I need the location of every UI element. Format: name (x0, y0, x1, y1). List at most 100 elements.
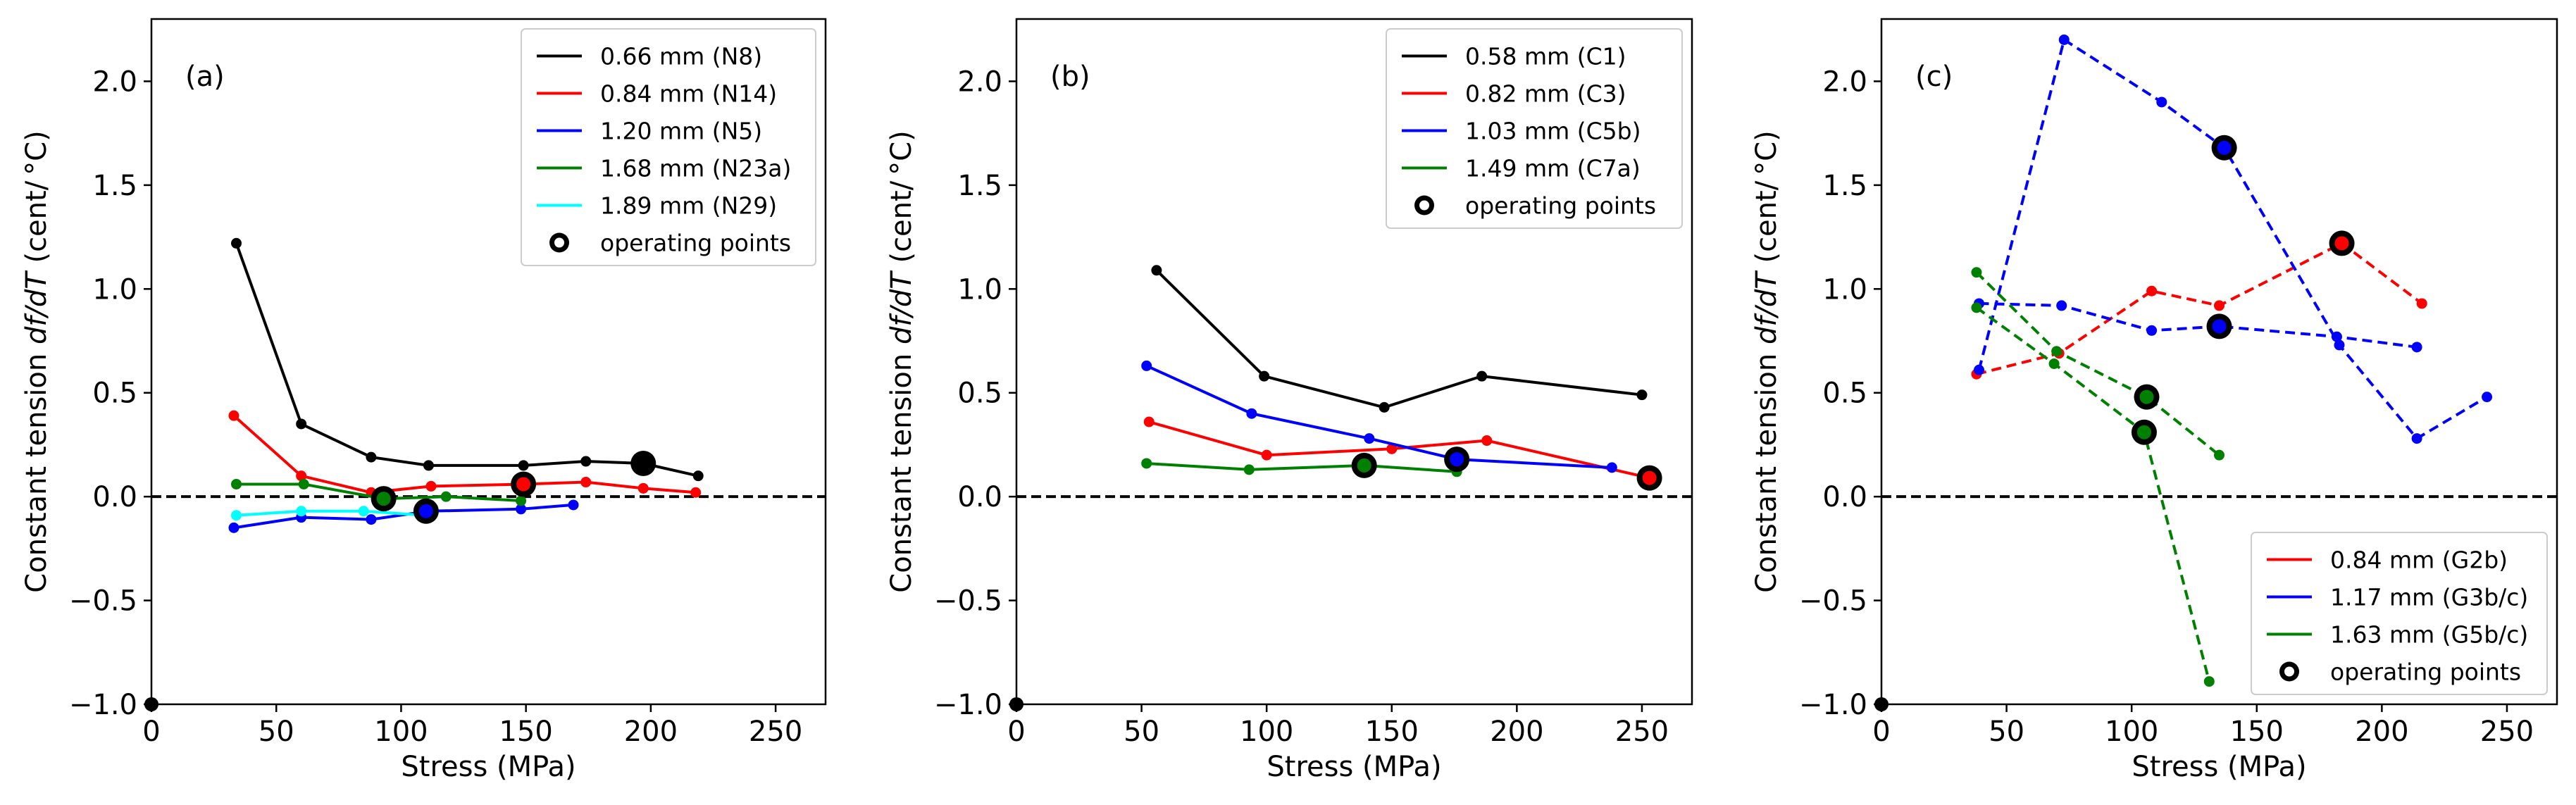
legend-label: operating points (1465, 192, 1656, 220)
data-point (1476, 370, 1488, 382)
legend-label: 1.20 mm (N5) (600, 118, 762, 145)
series-line-4 (1975, 271, 2220, 456)
x-tick-label: 100 (374, 716, 428, 748)
x-tick-label: 150 (2230, 716, 2284, 748)
legend: 0.58 mm (C1) 0.82 mm (C3) 1.03 mm (C5b) 1.4… (1386, 28, 1683, 229)
series-line-3 (233, 503, 574, 530)
x-tick-label: 250 (1615, 716, 1669, 748)
data-point (2156, 96, 2167, 108)
data-point (1141, 458, 1152, 469)
y-axis-label: Constant tension df/dT (cent/ °C) (1750, 130, 1783, 592)
data-point (440, 491, 452, 502)
data-point (425, 480, 437, 492)
y-tick-label: 1.0 (1822, 273, 1867, 306)
operating-point-center (1642, 470, 1657, 485)
data-point (2048, 358, 2060, 369)
data-point (1971, 267, 1982, 278)
y-axis-label-unit: (cent/ °C) (1750, 130, 1783, 272)
legend: 0.84 mm (G2b) 1.17 mm (G3b/c) 1.63 mm (G5b… (2251, 532, 2548, 695)
legend-label: operating points (600, 230, 791, 257)
y-tick-label: 0.0 (1822, 481, 1867, 513)
x-tick-label: 50 (1124, 716, 1159, 748)
data-point (1246, 408, 1257, 419)
chart-panel-3: 0 50 100 150 200 250 −1.0 −0.5 0.0 0.5 1.0 1.5 2.0 St… (1750, 18, 2558, 783)
x-axis-label: Stress (MPa) (401, 751, 575, 783)
data-point (2411, 342, 2422, 353)
x-tick-label: 150 (499, 716, 552, 748)
data-point (1481, 435, 1493, 447)
data-point (518, 460, 529, 471)
x-axis-label: Stress (MPa) (2132, 751, 2306, 783)
data-point (1151, 265, 1162, 276)
data-point (2058, 34, 2070, 45)
series-line-2 (232, 414, 696, 494)
x-tick-label: 0 (1007, 716, 1025, 748)
legend-label: 0.84 mm (N14) (600, 80, 777, 108)
y-tick-label: 0.5 (1822, 377, 1867, 410)
operating-point-center (376, 492, 391, 506)
y-axis-label-unit: (cent/ °C) (20, 130, 53, 272)
y-tick-label: −0.5 (69, 585, 137, 618)
y-tick-label: 2.0 (92, 65, 137, 98)
y-axis-label-text: Constant tension (20, 344, 53, 593)
x-tick-label: 250 (2480, 716, 2534, 748)
legend-label: 1.03 mm (C5b) (1465, 118, 1641, 145)
y-tick-label: 2.0 (957, 65, 1002, 98)
data-group (1009, 265, 1662, 711)
data-point (2056, 300, 2067, 311)
panel-label: (a) (185, 61, 225, 93)
operating-point-center (1357, 458, 1371, 473)
data-point (2051, 346, 2062, 357)
data-point (1606, 462, 1617, 473)
legend-label: 0.58 mm (C1) (1465, 43, 1626, 70)
data-point (1143, 416, 1155, 428)
y-tick-label: −1.0 (69, 689, 137, 721)
data-point (298, 478, 309, 489)
panel-label: (c) (1915, 61, 1953, 93)
data-point (1141, 360, 1152, 371)
data-point (358, 506, 369, 517)
x-tick-label: 0 (1872, 716, 1890, 748)
x-tick-label: 100 (2105, 716, 2158, 748)
data-point (2482, 392, 2493, 403)
y-tick-label: −1.0 (1799, 689, 1867, 721)
y-tick-label: 1.0 (92, 273, 137, 306)
series-line-5 (236, 509, 427, 517)
data-point (1243, 464, 1255, 475)
origin-marker (144, 697, 158, 711)
operating-point-center (1450, 452, 1464, 467)
y-axis-label-symbol: df/dT (20, 270, 53, 344)
data-point (2146, 285, 2158, 297)
data-point (1386, 443, 1398, 454)
data-point (296, 470, 307, 482)
legend-label: 0.84 mm (G2b) (2330, 547, 2508, 574)
data-point (1364, 433, 1375, 444)
data-point (637, 482, 649, 494)
y-axis-label-symbol: df/dT (885, 270, 918, 344)
panel-label: (b) (1050, 61, 1090, 93)
data-group (144, 237, 704, 711)
data-point (1261, 449, 1272, 461)
x-tick-label: 100 (1240, 716, 1293, 748)
legend: 0.66 mm (N8) 0.84 mm (N14) 1.20 mm (N5) 1.6… (521, 28, 816, 266)
data-point (1379, 401, 1390, 413)
y-tick-label: 2.0 (1822, 65, 1867, 98)
operating-point-center (636, 456, 651, 470)
y-tick-label: 0.0 (957, 481, 1002, 513)
y-tick-label: 0.5 (957, 377, 1002, 410)
data-point (580, 477, 592, 488)
data-point (296, 506, 307, 517)
x-tick-label: 200 (2355, 716, 2408, 748)
x-tick-label: 0 (142, 716, 160, 748)
y-axis-label: Constant tension df/dT (cent/ °C) (885, 130, 918, 592)
legend-label: 1.49 mm (C7a) (1465, 155, 1641, 182)
data-point (690, 487, 702, 498)
data-point (1974, 364, 1985, 375)
data-point (2411, 433, 2422, 444)
chart-panel-1: 0 50 100 150 200 250 −1.0 −0.5 0.0 0.5 1.0 1.5 2.0 St… (20, 18, 827, 783)
y-axis-label-unit: (cent/ °C) (885, 130, 918, 272)
y-tick-label: 1.5 (92, 170, 137, 202)
y-tick-label: −0.5 (934, 585, 1002, 618)
operating-point-center (2217, 140, 2232, 155)
data-point (1259, 370, 1270, 382)
